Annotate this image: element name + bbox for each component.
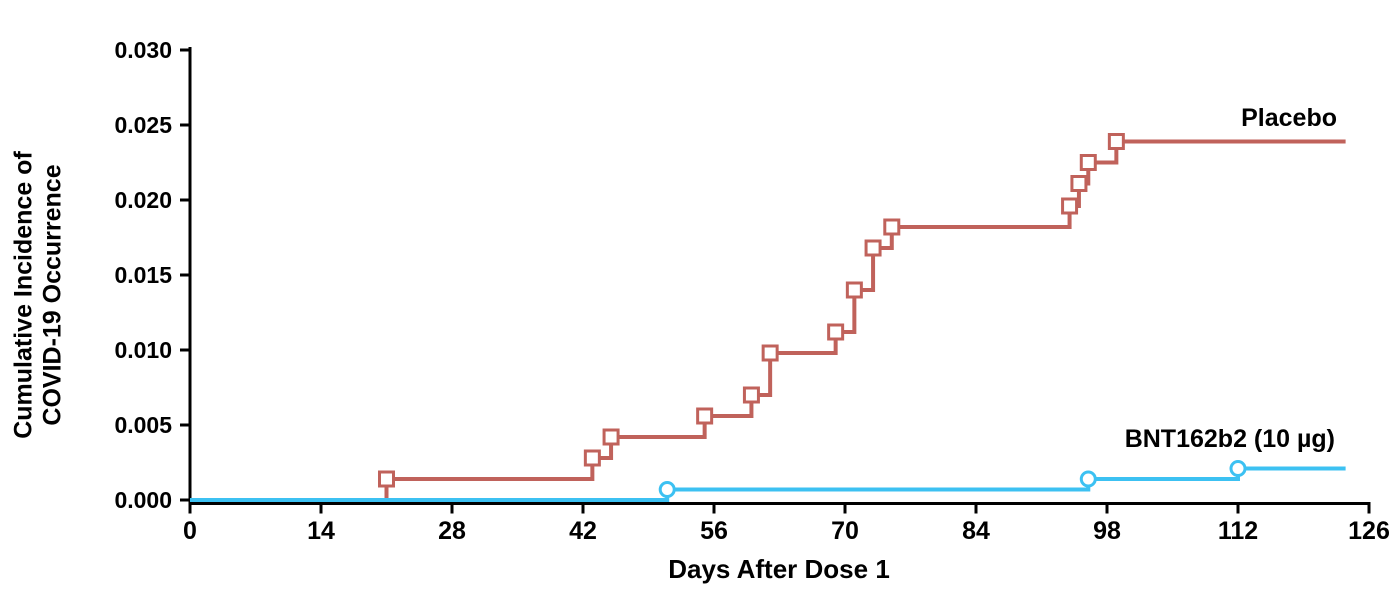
placebo-series-label: Placebo: [1241, 104, 1337, 132]
bnt162b2-series-label: BNT162b2 (10 µg): [1124, 425, 1335, 453]
y-tick-label-0.015: 0.015: [114, 262, 172, 288]
placebo-marker-day-43: [583, 449, 601, 467]
placebo-marker-day-69: [827, 323, 845, 341]
y-tick-label-0.025: 0.025: [114, 112, 172, 138]
placebo-marker-day-45: [602, 428, 620, 446]
placebo-marker-day-21: [378, 470, 395, 488]
placebo-marker-day-73: [864, 239, 882, 257]
y-tick-label-0.020: 0.020: [114, 187, 172, 213]
y-tick-label-0.005: 0.005: [114, 412, 172, 438]
bnt162b2-10-g-marker-day-51: [658, 481, 676, 498]
x-tick-label-14: 14: [307, 517, 335, 545]
bnt162b2-10-g-marker-day-96: [1079, 470, 1097, 488]
x-tick-label-126: 126: [1348, 517, 1390, 545]
bnt162b2-10-g-marker-day-112: [1229, 460, 1247, 477]
y-tick-label-0.010: 0.010: [114, 337, 172, 363]
placebo-marker-day-75: [883, 218, 901, 236]
x-tick-label-28: 28: [438, 517, 466, 545]
x-tick-label-112: 112: [1218, 517, 1258, 545]
y-axis-title-line1: Cumulative Incidence of: [9, 151, 38, 439]
x-axis-title: Days After Dose 1: [668, 554, 890, 584]
placebo-marker-day-62: [761, 344, 779, 362]
placebo-marker-day-95: [1070, 175, 1088, 192]
y-tick-label-0.030: 0.030: [114, 37, 172, 63]
x-tick-label-98: 98: [1093, 517, 1121, 545]
x-tick-label-70: 70: [831, 517, 859, 545]
x-tick-label-56: 56: [700, 517, 728, 545]
y-axis-title: Cumulative Incidence of COVID-19 Occurre…: [10, 151, 67, 439]
placebo-marker-day-96: [1079, 154, 1097, 171]
x-tick-label-84: 84: [962, 517, 990, 545]
placebo-marker-day-60: [742, 386, 760, 404]
x-tick-label-42: 42: [569, 517, 597, 545]
placebo-marker-day-71: [845, 281, 863, 299]
y-axis-title-line2: COVID-19 Occurrence: [38, 164, 66, 426]
placebo-marker-day-99: [1107, 133, 1125, 150]
placebo-marker-day-94: [1061, 197, 1079, 215]
x-tick-label-0: 0: [183, 517, 197, 545]
placebo-marker-day-55: [696, 407, 714, 425]
y-tick-label-0.000: 0.000: [114, 487, 172, 513]
bnt162b2-10-g-curve: [190, 466, 1346, 502]
